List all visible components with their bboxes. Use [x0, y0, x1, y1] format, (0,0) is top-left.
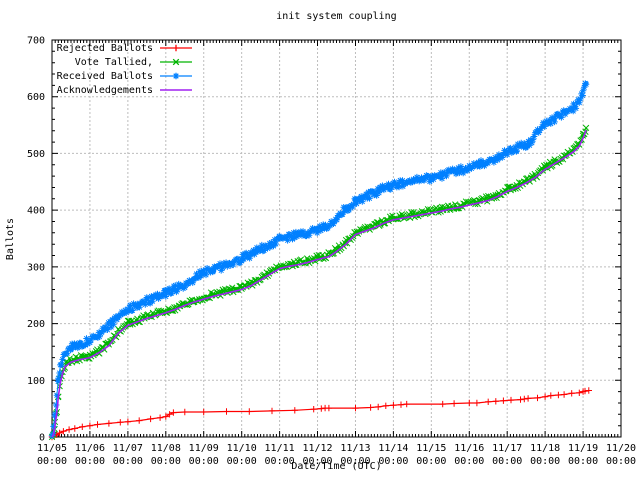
x-tick-label-time: 00:00 [530, 456, 560, 467]
y-tick-label: 700 [27, 36, 45, 47]
x-tick-label-time: 00:00 [37, 456, 67, 467]
legend-label: Rejected Ballots [56, 42, 153, 54]
legend-item-acknowledgements: Acknowledgements [56, 83, 194, 97]
y-axis-label: Ballots [5, 217, 16, 261]
x-tick-label-date: 11/20 [606, 443, 636, 454]
x-tick-label-time: 00:00 [492, 456, 522, 467]
x-tick-label-date: 11/17 [492, 443, 522, 454]
x-tick-label-date: 11/13 [340, 443, 370, 454]
series-acknowledgements [51, 129, 587, 438]
x-tick-label-date: 11/05 [37, 443, 67, 454]
x-tick-label-time: 00:00 [340, 456, 370, 467]
legend-asterisk-marker-icon [158, 69, 194, 83]
series-vote-tallied [48, 124, 590, 441]
series-rejected-ballots [48, 387, 592, 441]
axis-ticks [51, 39, 622, 438]
x-tick-label-time: 00:00 [416, 456, 446, 467]
x-tick-label-time: 00:00 [113, 456, 143, 467]
y-tick-label: 100 [27, 376, 45, 387]
y-tick-label: 0 [39, 433, 45, 444]
x-tick-label-date: 11/10 [227, 443, 257, 454]
plot-border [51, 39, 622, 438]
x-tick-label-time: 00:00 [454, 456, 484, 467]
x-tick-label-time: 00:00 [227, 456, 257, 467]
x-tick-label-date: 11/14 [378, 443, 408, 454]
x-tick-label-date: 11/15 [416, 443, 446, 454]
x-tick-label-date: 11/09 [189, 443, 219, 454]
x-tick-label-date: 11/19 [568, 443, 598, 454]
x-tick-label-date: 11/07 [113, 443, 143, 454]
x-tick-label-date: 11/06 [75, 443, 105, 454]
x-tick-label-time: 00:00 [151, 456, 181, 467]
legend-label: Vote Tallied, [74, 56, 153, 68]
legend: Rejected Ballots Vote Tallied, Received … [56, 41, 194, 97]
x-tick-label-date: 11/16 [454, 443, 484, 454]
x-tick-label-time: 00:00 [606, 456, 636, 467]
x-tick-label-date: 11/08 [151, 443, 181, 454]
x-tick-label-date: 11/12 [302, 443, 332, 454]
tick-labels: 0 100 200 300 400 500 600 700 11/05 00:00 11/06 00:… [27, 36, 636, 468]
legend-item-vote-tallied: Vote Tallied, [56, 55, 194, 69]
legend-line-sample [158, 83, 194, 97]
y-tick-label: 600 [27, 92, 45, 103]
y-tick-label: 300 [27, 262, 45, 273]
y-tick-label: 200 [27, 319, 45, 330]
legend-plus-marker-icon [158, 41, 194, 55]
x-tick-label-time: 00:00 [302, 456, 332, 467]
x-tick-label-date: 11/18 [530, 443, 560, 454]
legend-item-received-ballots: Received Ballots [56, 69, 194, 83]
x-axis-label: Date/Time (UTC) [291, 461, 382, 472]
x-tick-label-time: 00:00 [265, 456, 295, 467]
grid [52, 40, 621, 437]
legend-item-rejected-ballots: Rejected Ballots [56, 41, 194, 55]
x-tick-label-time: 00:00 [378, 456, 408, 467]
legend-cross-marker-icon [158, 55, 194, 69]
x-tick-label-time: 00:00 [568, 456, 598, 467]
legend-label: Acknowledgements [56, 84, 153, 96]
y-tick-label: 500 [27, 149, 45, 160]
chart-title: init system coupling [276, 11, 397, 22]
legend-label: Received Ballots [56, 70, 153, 82]
x-tick-label-time: 00:00 [75, 456, 105, 467]
x-tick-label-time: 00:00 [189, 456, 219, 467]
y-tick-label: 400 [27, 206, 45, 217]
x-tick-label-date: 11/11 [265, 443, 295, 454]
